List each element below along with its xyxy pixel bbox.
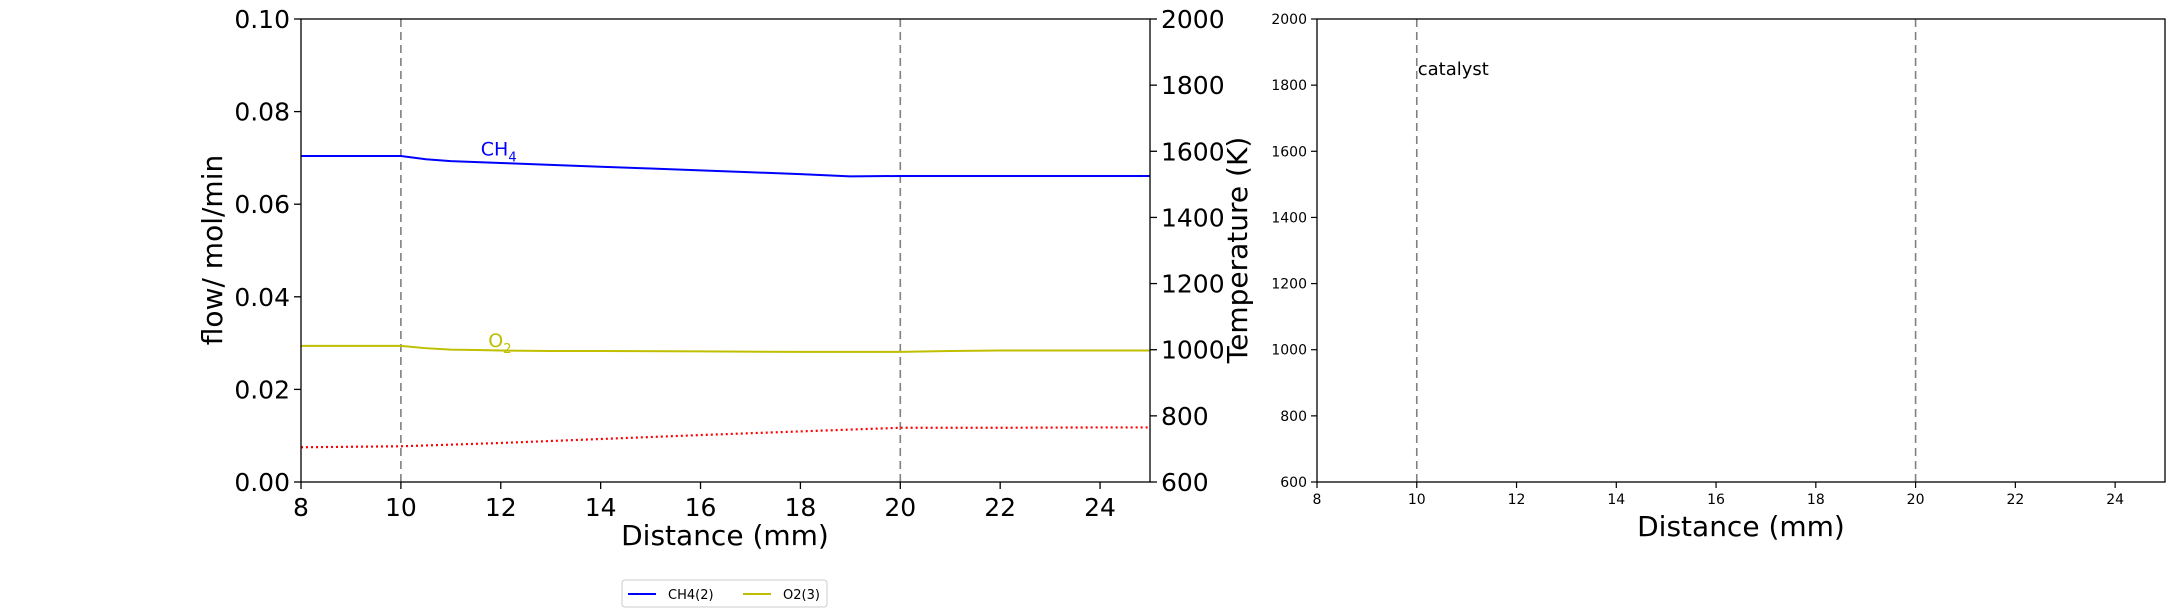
legend-box bbox=[621, 579, 828, 608]
right-x-tick-label: 22 bbox=[2006, 492, 2024, 508]
series-label-ch4: CH4 bbox=[481, 139, 517, 166]
left-y2-tick-label: 2000 bbox=[1161, 5, 1225, 34]
left-x-tick-label: 8 bbox=[293, 493, 309, 522]
left-x-tick-label: 16 bbox=[685, 493, 717, 522]
left-y2-ticks: 600 800 1000 1200 1400 1600 1800 2000 bbox=[1150, 5, 1225, 497]
right-x-tick-label: 12 bbox=[1508, 492, 1526, 508]
left-y-tick-label: 0.00 bbox=[234, 468, 290, 497]
left-series-labels: CH4 O2 bbox=[481, 139, 517, 357]
series-line-temperature bbox=[300, 426, 1150, 449]
left-chart: CH4 O2 8 10 12 14 16 18 20 22 24 0.00 0.02 0.04 0.06… bbox=[196, 5, 1254, 552]
series-line-o2-3- bbox=[301, 344, 1150, 353]
series-label-o2: O2 bbox=[488, 330, 511, 357]
left-y-tick-label: 0.06 bbox=[234, 190, 290, 219]
left-y-axis-label: flow/ mol/min bbox=[196, 155, 229, 345]
right-x-tick-label: 14 bbox=[1607, 492, 1625, 508]
left-y2-tick-label: 1800 bbox=[1161, 71, 1225, 100]
legend: CH4(2) O2(3) bbox=[621, 579, 828, 608]
left-x-tick-label: 22 bbox=[984, 493, 1016, 522]
left-y-ticks: 0.00 0.02 0.04 0.06 0.08 0.10 bbox=[234, 5, 301, 497]
right-plot-frame bbox=[1316, 18, 2166, 483]
right-y-tick-label: 1000 bbox=[1271, 343, 1307, 359]
right-y-tick-label: 1200 bbox=[1271, 277, 1307, 293]
left-x-tick-label: 24 bbox=[1084, 493, 1116, 522]
left-y2-tick-label: 600 bbox=[1161, 468, 1209, 497]
left-y2-tick-label: 1000 bbox=[1161, 336, 1225, 365]
left-y-tick-label: 0.10 bbox=[234, 5, 290, 34]
legend-label: CH4(2) bbox=[668, 588, 714, 603]
right-x-ticks: 8 10 12 14 16 18 20 22 24 bbox=[1313, 482, 2124, 508]
right-vlines bbox=[1415, 19, 1917, 482]
right-y-tick-label: 800 bbox=[1280, 409, 1307, 425]
left-y2-tick-label: 800 bbox=[1161, 402, 1209, 431]
right-y-tick-label: 1400 bbox=[1271, 210, 1307, 226]
right-x-tick-label: 24 bbox=[2106, 492, 2124, 508]
right-y-tick-label: 1600 bbox=[1271, 144, 1307, 160]
right-chart: 8 10 12 14 16 18 20 22 24 600 800 1000 1200 1400 1600… bbox=[1271, 12, 2166, 543]
right-y-tick-label: 1800 bbox=[1271, 78, 1307, 94]
right-x-tick-label: 18 bbox=[1807, 492, 1825, 508]
right-x-axis-label: Distance (mm) bbox=[1637, 510, 1845, 543]
right-y-tick-label: 600 bbox=[1280, 475, 1307, 491]
catalyst-annotation: catalyst bbox=[1418, 59, 1489, 80]
right-y-tick-label: 2000 bbox=[1271, 12, 1307, 28]
left-y2-tick-label: 1200 bbox=[1161, 270, 1225, 299]
left-y-tick-label: 0.04 bbox=[234, 283, 290, 312]
left-y-tick-label: 0.08 bbox=[234, 98, 290, 127]
left-y2-tick-label: 1400 bbox=[1161, 203, 1225, 232]
left-series-lines bbox=[300, 155, 1150, 449]
left-x-tick-label: 10 bbox=[385, 493, 417, 522]
left-x-tick-label: 14 bbox=[585, 493, 617, 522]
right-x-tick-label: 20 bbox=[1907, 492, 1925, 508]
left-x-tick-label: 18 bbox=[785, 493, 817, 522]
legend-label: O2(3) bbox=[783, 588, 820, 603]
left-vlines bbox=[400, 19, 902, 482]
right-x-tick-label: 8 bbox=[1313, 492, 1322, 508]
left-x-ticks: 8 10 12 14 16 18 20 22 24 bbox=[293, 482, 1116, 522]
right-x-tick-label: 10 bbox=[1408, 492, 1426, 508]
left-y-tick-label: 0.02 bbox=[234, 375, 290, 404]
right-y-ticks: 600 800 1000 1200 1400 1600 1800 2000 bbox=[1271, 12, 1317, 491]
left-y2-axis-label: Temperature (K) bbox=[1221, 137, 1254, 364]
left-x-tick-label: 12 bbox=[485, 493, 517, 522]
left-x-tick-label: 20 bbox=[884, 493, 916, 522]
left-y2-tick-label: 1600 bbox=[1161, 137, 1225, 166]
series-line-ch4-2- bbox=[301, 155, 1150, 178]
right-x-tick-label: 16 bbox=[1707, 492, 1725, 508]
left-plot-frame bbox=[300, 18, 1151, 483]
left-x-axis-label: Distance (mm) bbox=[621, 519, 829, 552]
